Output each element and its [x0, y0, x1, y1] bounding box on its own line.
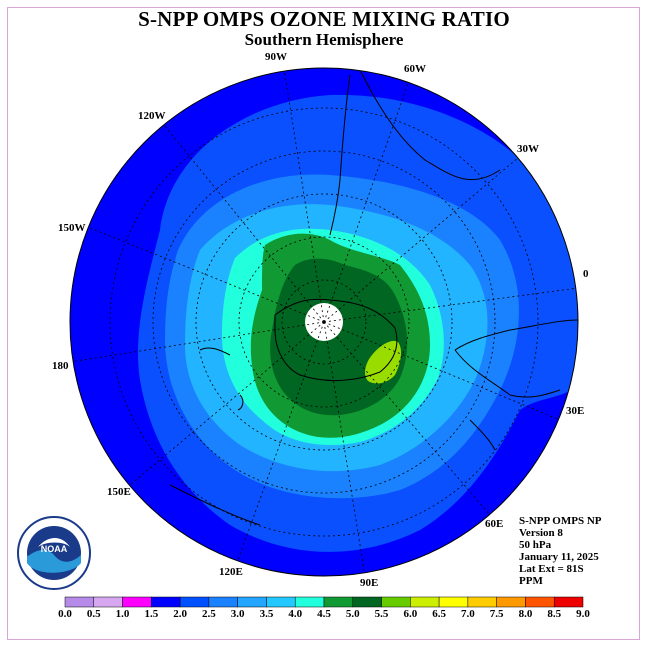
- colorbar-swatch: [151, 596, 181, 608]
- map-boundary: [69, 67, 579, 577]
- lon-label-30w: 30W: [517, 143, 539, 155]
- lon-label-120e: 120E: [219, 566, 243, 578]
- lon-label-60w: 60W: [404, 63, 426, 75]
- lon-label-30e: 30E: [566, 405, 585, 417]
- colorbar-swatch: [208, 596, 238, 608]
- colorbar-swatch: [553, 596, 584, 608]
- colorbar-swatch: [496, 596, 526, 608]
- lon-label-90e: 90E: [360, 577, 379, 589]
- colorbar-swatch: [179, 596, 210, 608]
- colorbar-swatch: [237, 596, 267, 608]
- colorbar-tick-label: 3.5: [259, 608, 274, 620]
- colorbar-swatch: [381, 596, 411, 608]
- colorbar-swatch: [93, 596, 123, 608]
- colorbar-tick-label: 6.0: [403, 608, 418, 620]
- graticule: [70, 68, 578, 576]
- colorbar-tick-label: 1.0: [115, 608, 130, 620]
- colorbar-tick-label: 4.0: [288, 608, 303, 620]
- colorbar-tick-label: 2.0: [173, 608, 187, 620]
- noaa-logo: NOAA: [17, 516, 91, 590]
- colorbar-tick-label: 2.5: [202, 608, 216, 620]
- logo-text: NOAA: [41, 544, 68, 554]
- colorbar-tick-label: 5.5: [374, 608, 389, 620]
- lon-label-150e: 150E: [107, 486, 131, 498]
- info-block: S-NPP OMPS NP Version 8 50 hPa January 1…: [519, 515, 602, 587]
- colorbar-tick-label: 3.0: [230, 608, 245, 620]
- colorbar-swatch: [266, 596, 296, 608]
- colorbar-tick-label: 0.0: [58, 608, 72, 620]
- lon-label-90w: 90W: [265, 51, 287, 63]
- colorbar-tick-label: 8.0: [518, 608, 533, 620]
- colorbar-tick-label: 0.5: [86, 608, 101, 620]
- colorbar-tick-label: 1.5: [144, 608, 159, 620]
- info-version: Version 8: [519, 527, 563, 539]
- map-subtitle: Southern Hemisphere: [244, 30, 404, 49]
- info-units: PPM: [519, 575, 543, 587]
- colorbar-tick-label: 7.5: [489, 608, 504, 620]
- ozone-level-5-5: [365, 340, 402, 384]
- colorbar-tick-label: 9.0: [576, 608, 590, 620]
- coastlines: [169, 69, 578, 526]
- colorbar-swatch: [294, 596, 325, 608]
- map-title: S-NPP OMPS OZONE MIXING RATIO: [138, 7, 510, 31]
- colorbar-swatch: [438, 596, 469, 608]
- colorbar-tick-label: 6.5: [432, 608, 446, 620]
- colorbar-swatch: [122, 596, 152, 608]
- colorbar-tick-label: 8.5: [547, 608, 562, 620]
- info-level: 50 hPa: [519, 539, 552, 551]
- colorbar-swatch: [525, 596, 555, 608]
- colorbar-swatch: [410, 596, 440, 608]
- lon-label-180: 180: [52, 360, 69, 372]
- lon-label-120w: 120W: [138, 110, 166, 122]
- info-instrument: S-NPP OMPS NP: [519, 515, 602, 527]
- lon-label-60e: 60E: [485, 518, 504, 530]
- plot-frame: [7, 7, 640, 640]
- lon-label-150w: 150W: [58, 222, 86, 234]
- info-date: January 11, 2025: [519, 551, 599, 563]
- colorbar-swatch: [467, 596, 497, 608]
- colorbar-tick-label: 5.0: [345, 608, 360, 620]
- colorbar-tick-label: 7.0: [461, 608, 475, 620]
- colorbar-tick-label: 4.5: [317, 608, 331, 620]
- info-lat-ext: Lat Ext = 81S: [519, 563, 584, 575]
- colorbar-swatch: [323, 596, 354, 608]
- colorbar-swatch: [64, 596, 95, 608]
- lon-label-0: 0: [583, 268, 589, 280]
- colorbar-swatch: [352, 596, 382, 608]
